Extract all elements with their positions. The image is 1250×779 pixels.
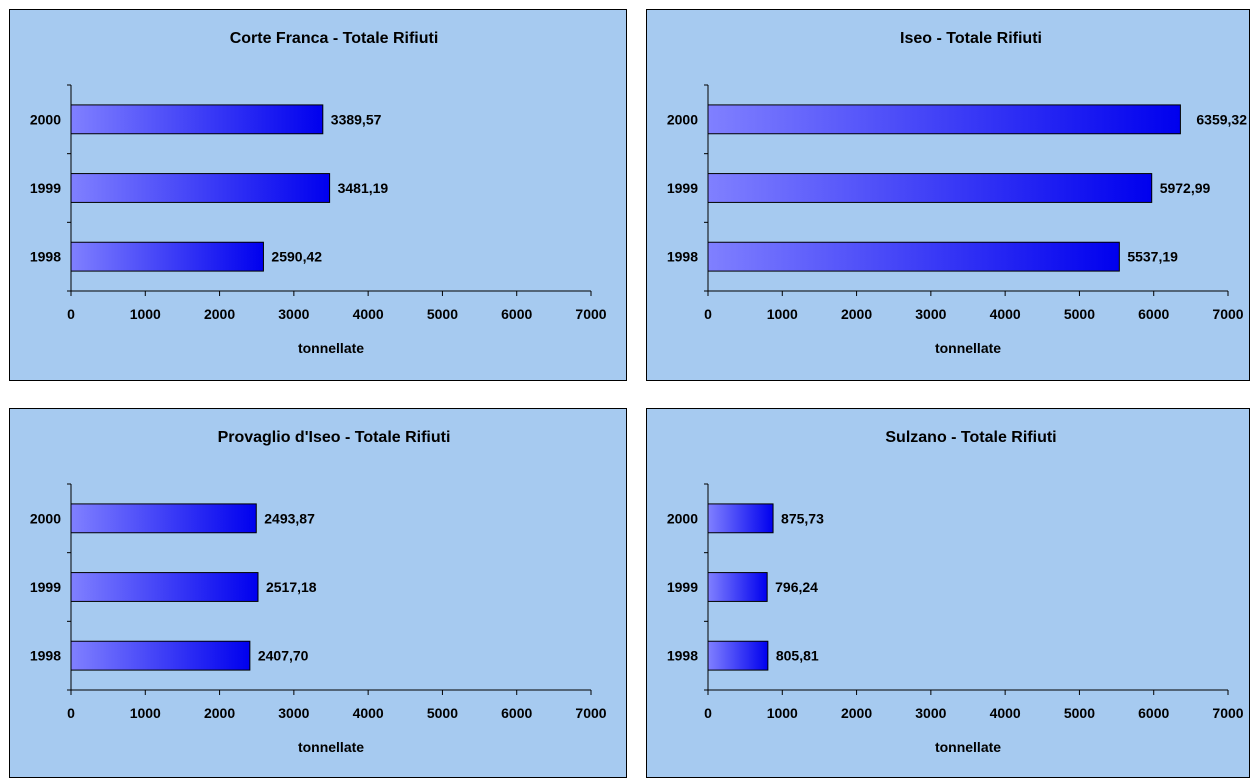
category-label: 2000	[30, 510, 61, 526]
bar	[707, 104, 1181, 135]
x-tick-label: 2000	[841, 306, 872, 322]
category-label: 1999	[667, 180, 698, 196]
category-label: 1998	[667, 249, 698, 265]
category-label: 1999	[667, 579, 698, 595]
x-tick-label: 7000	[1212, 705, 1243, 721]
category-label: 2000	[30, 111, 61, 127]
data-label: 875,73	[781, 510, 824, 526]
data-label: 6359,32	[1196, 111, 1247, 127]
x-tick-label: 1000	[767, 705, 798, 721]
category-label: 2000	[667, 111, 698, 127]
data-label: 2517,18	[266, 579, 317, 595]
x-tick-label: 0	[67, 306, 75, 322]
chart-panel-provaglio: Provaglio d'Iseo - Totale Rifiuti 0 1000 20…	[9, 408, 627, 778]
chart-panel-sulzano: Sulzano - Totale Rifiuti 0 1000 2000 3000 400…	[646, 408, 1250, 778]
data-label: 805,81	[776, 648, 819, 664]
x-tick-label: 5000	[1064, 306, 1095, 322]
x-tick-label: 1000	[767, 306, 798, 322]
bar	[70, 503, 257, 534]
bar	[707, 572, 768, 602]
x-tick-label: 3000	[915, 705, 946, 721]
x-tick-label: 7000	[575, 306, 606, 322]
x-tick-label: 2000	[841, 705, 872, 721]
x-tick-label: 1000	[130, 306, 161, 322]
chart-title: Iseo - Totale Rifiuti	[900, 30, 1042, 47]
x-tick-label: 3000	[278, 705, 309, 721]
bar	[70, 241, 264, 272]
x-tick-label: 5000	[1064, 705, 1095, 721]
data-label: 3389,57	[331, 111, 382, 127]
data-label: 3481,19	[338, 180, 389, 196]
chart-svg: Corte Franca - Totale Rifiuti 0 1000 2000 30…	[30, 30, 607, 356]
x-tick-label: 5000	[427, 705, 458, 721]
chart-title: Provaglio d'Iseo - Totale Rifiuti	[218, 429, 451, 446]
x-tick-label: 0	[704, 306, 712, 322]
x-axis-label: tonnellate	[298, 340, 364, 356]
x-tick-label: 5000	[427, 306, 458, 322]
x-tick-label: 2000	[204, 306, 235, 322]
chart-panel-iseo: Iseo - Totale Rifiuti 0 1000 2000 3000 4000 50…	[646, 9, 1250, 381]
bar	[707, 173, 1153, 203]
x-tick-label: 7000	[1212, 306, 1243, 322]
chart-title: Sulzano - Totale Rifiuti	[885, 429, 1056, 446]
bar	[70, 572, 259, 602]
data-label: 2590,42	[271, 249, 322, 265]
x-axis-label: tonnellate	[935, 739, 1001, 755]
data-label: 2407,70	[258, 648, 309, 664]
chart-panel-corte-franca: Corte Franca - Totale Rifiuti 0 1000 2000 30…	[9, 9, 627, 381]
data-label: 5537,19	[1127, 249, 1178, 265]
x-tick-label: 3000	[278, 306, 309, 322]
x-tick-label: 2000	[204, 705, 235, 721]
chart-svg: Iseo - Totale Rifiuti 0 1000 2000 3000 4000 50…	[667, 30, 1247, 356]
x-tick-label: 6000	[1138, 705, 1169, 721]
category-label: 1998	[667, 648, 698, 664]
bar	[707, 640, 769, 671]
x-tick-label: 0	[704, 705, 712, 721]
bar	[707, 241, 1120, 272]
category-label: 1998	[30, 249, 61, 265]
x-tick-label: 6000	[1138, 306, 1169, 322]
x-tick-label: 4000	[990, 306, 1021, 322]
category-label: 1999	[30, 180, 61, 196]
bar	[70, 104, 324, 135]
category-label: 1998	[30, 648, 61, 664]
data-label: 2493,87	[264, 510, 315, 526]
x-tick-label: 4000	[990, 705, 1021, 721]
chart-title: Corte Franca - Totale Rifiuti	[230, 30, 439, 47]
bar	[707, 503, 774, 534]
chart-svg: Sulzano - Totale Rifiuti 0 1000 2000 3000 400…	[667, 429, 1244, 755]
x-tick-label: 4000	[353, 306, 384, 322]
x-axis-label: tonnellate	[935, 340, 1001, 356]
x-axis-label: tonnellate	[298, 739, 364, 755]
x-tick-label: 7000	[575, 705, 606, 721]
x-tick-label: 6000	[501, 705, 532, 721]
x-tick-label: 6000	[501, 306, 532, 322]
category-label: 1999	[30, 579, 61, 595]
x-tick-label: 0	[67, 705, 75, 721]
bar	[70, 640, 251, 671]
x-tick-label: 1000	[130, 705, 161, 721]
data-label: 5972,99	[1160, 180, 1211, 196]
bar	[70, 173, 331, 203]
data-label: 796,24	[775, 579, 818, 595]
chart-svg: Provaglio d'Iseo - Totale Rifiuti 0 1000 20…	[30, 429, 607, 755]
x-tick-label: 4000	[353, 705, 384, 721]
x-tick-label: 3000	[915, 306, 946, 322]
category-label: 2000	[667, 510, 698, 526]
